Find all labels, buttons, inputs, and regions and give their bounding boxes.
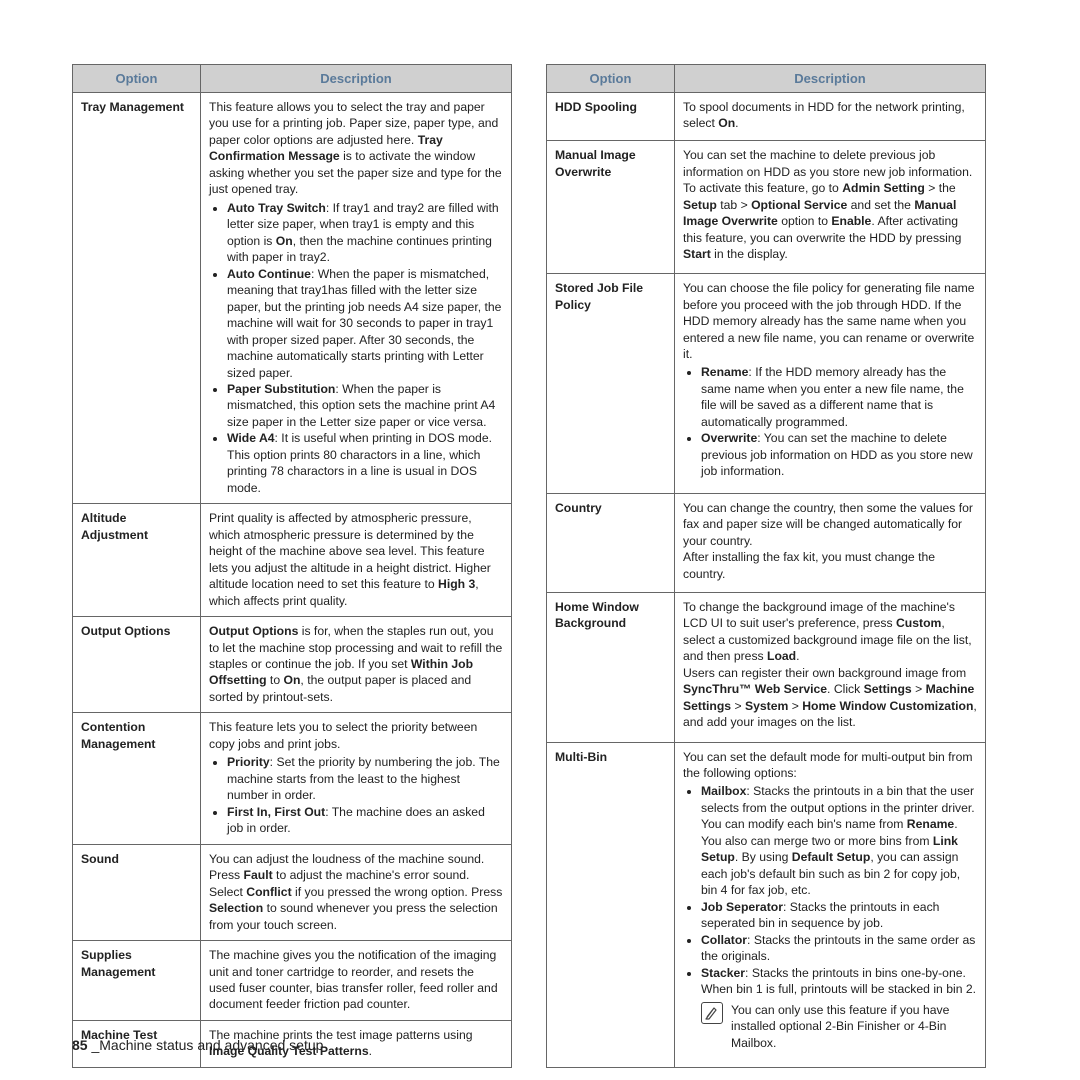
option-cell: Stored Job File Policy <box>547 274 675 494</box>
option-cell: HDD Spooling <box>547 93 675 141</box>
header-option: Option <box>547 65 675 93</box>
description-cell: You can change the country, then some th… <box>675 493 986 592</box>
footer-title: Machine status and advanced setup <box>99 1037 323 1053</box>
page-footer: 85 _Machine status and advanced setup <box>72 1037 323 1053</box>
option-cell: Sound <box>73 844 201 940</box>
option-cell: Manual Image Overwrite <box>547 141 675 274</box>
bullet-item: Paper Substitution: When the paper is mi… <box>227 381 503 430</box>
description-cell: This feature lets you to select the prio… <box>201 713 512 844</box>
option-cell: Altitude Adjustment <box>73 504 201 617</box>
description-cell: Print quality is affected by atmospheric… <box>201 504 512 617</box>
description-cell: This feature allows you to select the tr… <box>201 93 512 504</box>
option-cell: Tray Management <box>73 93 201 504</box>
option-cell: Contention Management <box>73 713 201 844</box>
bullet-item: Priority: Set the priority by numbering … <box>227 754 503 803</box>
header-option: Option <box>73 65 201 93</box>
option-cell: Output Options <box>73 617 201 713</box>
bullet-item: Overwrite: You can set the machine to de… <box>701 430 977 479</box>
description-cell: To change the background image of the ma… <box>675 592 986 742</box>
option-cell: Country <box>547 493 675 592</box>
description-cell: The machine gives you the notification o… <box>201 941 512 1021</box>
bullet-item: Auto Continue: When the paper is mismatc… <box>227 266 503 381</box>
bullet-item: Auto Tray Switch: If tray1 and tray2 are… <box>227 200 503 266</box>
header-description: Description <box>675 65 986 93</box>
description-cell: You can set the machine to delete previo… <box>675 141 986 274</box>
option-cell: Supplies Management <box>73 941 201 1021</box>
note-text: You can only use this feature if you hav… <box>731 1002 977 1051</box>
page-number: 85 <box>72 1037 88 1053</box>
bullet-item: First In, First Out: The machine does an… <box>227 804 503 837</box>
bullet-item: Wide A4: It is useful when printing in D… <box>227 430 503 496</box>
description-cell: You can adjust the loudness of the machi… <box>201 844 512 940</box>
option-cell: Home Window Background <box>547 592 675 742</box>
right-table: Option Description HDD SpoolingTo spool … <box>546 64 986 1068</box>
note-block: You can only use this feature if you hav… <box>701 1002 977 1051</box>
description-cell: Output Options is for, when the staples … <box>201 617 512 713</box>
description-cell: You can set the default mode for multi-o… <box>675 742 986 1067</box>
bullet-item: Job Seperator: Stacks the printouts in e… <box>701 899 977 932</box>
bullet-item: Collator: Stacks the printouts in the sa… <box>701 932 977 965</box>
bullet-item: Mailbox: Stacks the printouts in a bin t… <box>701 783 977 898</box>
bullet-item: Stacker: Stacks the printouts in bins on… <box>701 965 977 998</box>
option-cell: Multi-Bin <box>547 742 675 1067</box>
description-cell: You can choose the file policy for gener… <box>675 274 986 494</box>
bullet-item: Rename: If the HDD memory already has th… <box>701 364 977 430</box>
header-description: Description <box>201 65 512 93</box>
page-columns: Option Description Tray ManagementThis f… <box>0 0 1080 1068</box>
left-table: Option Description Tray ManagementThis f… <box>72 64 512 1068</box>
note-icon <box>701 1002 723 1024</box>
description-cell: To spool documents in HDD for the networ… <box>675 93 986 141</box>
